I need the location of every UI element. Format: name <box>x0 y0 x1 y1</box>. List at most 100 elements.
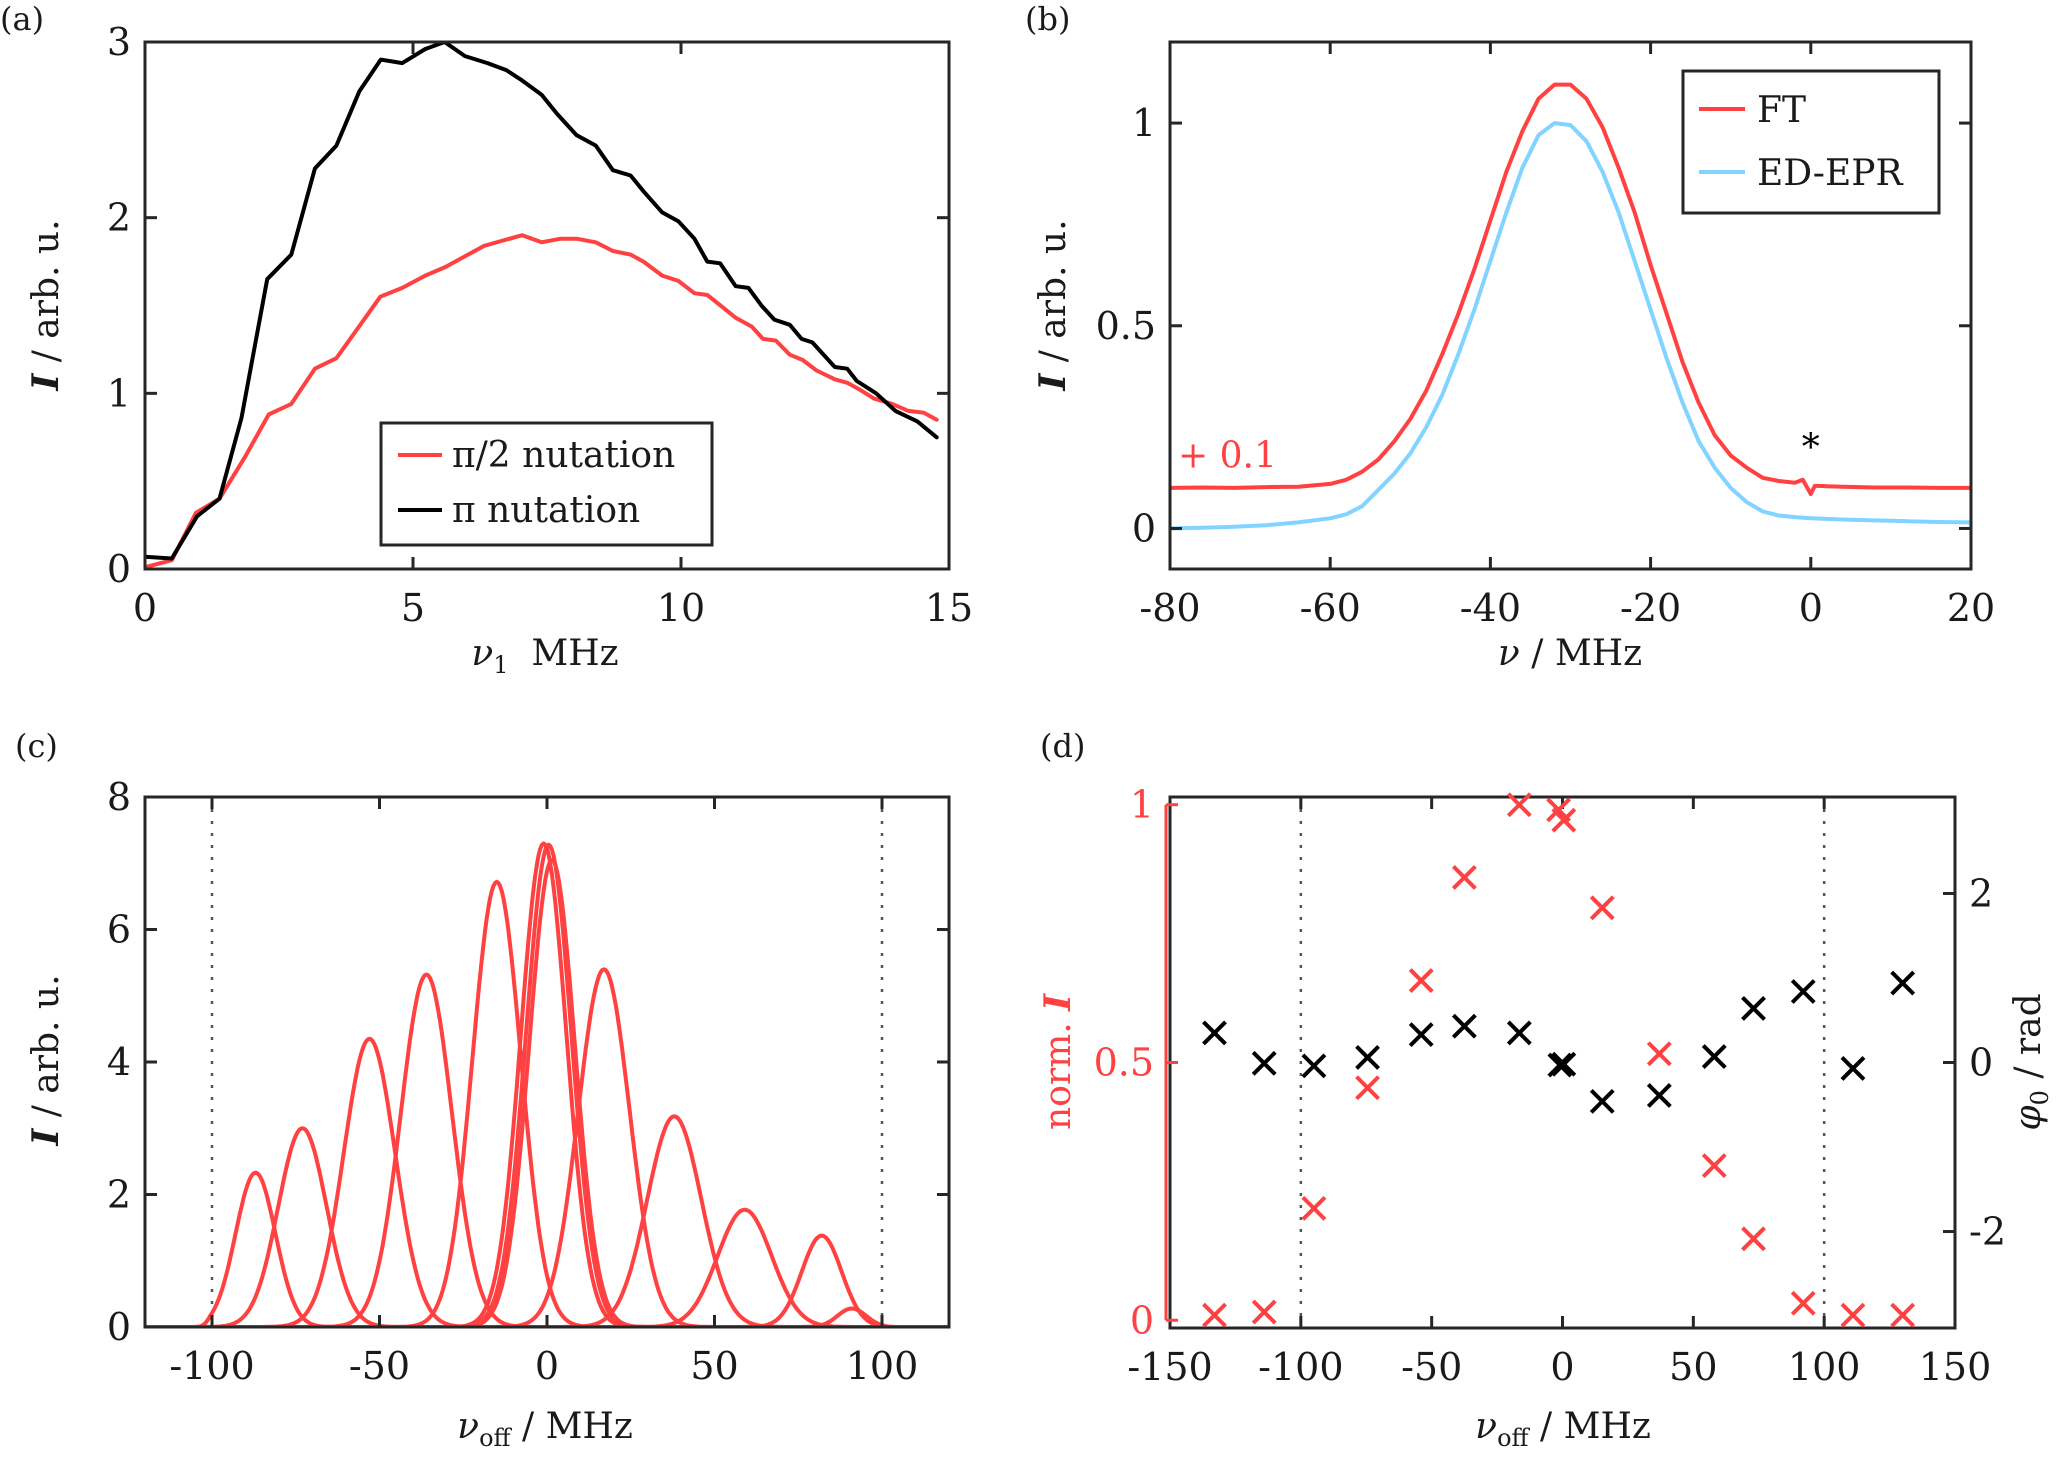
marker-stroke <box>1408 968 1434 993</box>
x-tick-label: -40 <box>1460 586 1521 630</box>
series-line-ed-epr <box>1170 121 1971 531</box>
excitation-profile-trace <box>145 857 949 1327</box>
series-line-pi2-nutation <box>145 233 939 569</box>
marker-stroke <box>1840 1056 1866 1081</box>
excitation-profile-trace <box>145 1126 949 1327</box>
x-tick-label: 100 <box>1788 1345 1861 1389</box>
phase-marker <box>1451 1013 1477 1039</box>
marker-stroke <box>1546 797 1571 823</box>
artifact-asterisk-annotation: * <box>1802 428 1820 469</box>
excitation-profile-trace <box>145 1233 949 1327</box>
phase-marker <box>1701 1044 1727 1069</box>
y-axis-label-c: I / arb. u. <box>25 974 67 1146</box>
marker-stroke <box>1202 1302 1227 1328</box>
x-tick-label: 50 <box>1669 1345 1717 1389</box>
x-axis-label-sub-a: 1 <box>493 651 508 679</box>
phase-marker <box>1589 1088 1615 1114</box>
panel-label-b: (b) <box>1025 0 1070 38</box>
x-tick-label: -50 <box>349 1344 410 1388</box>
marker-stroke <box>1701 1044 1727 1069</box>
excitation-profile-trace <box>145 1170 949 1327</box>
panel-label-d: (d) <box>1040 727 1085 765</box>
x-axis-label-d: νoff / MHz <box>1475 1406 1651 1452</box>
panel-d: (d) -150 -100 -50 0 50 100 150 0 0.5 1 -2 0 2 νoff /… <box>1037 727 2054 1452</box>
y-tick-label: 2 <box>107 1173 131 1217</box>
x-tick-label: -150 <box>1127 1345 1212 1389</box>
y-tick-label: 2 <box>107 196 131 240</box>
excitation-profile-trace <box>145 842 949 1327</box>
y-tick-label: 0 <box>107 1305 131 1349</box>
marker-stroke <box>1301 1053 1327 1079</box>
excitation-profile-trace <box>145 841 949 1327</box>
y-axis-label-unit-c: / arb. u. <box>26 974 67 1128</box>
panel-label-a: (a) <box>0 0 44 38</box>
y-axis-label-unit-b: / arb. u. <box>1033 219 1074 373</box>
marker-stroke <box>1741 1226 1766 1252</box>
y-tick-label: 1 <box>1132 101 1156 145</box>
y-tick-label: 6 <box>107 908 131 952</box>
y-axis-label-right-unit-d: / rad <box>2008 993 2049 1090</box>
phase-marker <box>1547 1052 1573 1078</box>
y-tick-label: 0 <box>1132 506 1156 550</box>
x-tick-label: 0 <box>535 1344 559 1388</box>
x-axis-label-a: ν1 MHz <box>471 633 618 679</box>
marker-stroke <box>1301 1195 1327 1221</box>
phase-marker <box>1355 1045 1380 1070</box>
marker-stroke <box>1506 1020 1532 1046</box>
excitation-profile-trace <box>145 967 949 1327</box>
y-tick-label-left: 1 <box>1130 783 1154 827</box>
x-tick-label: 15 <box>925 586 973 630</box>
legend-label-ed-epr: ED-EPR <box>1757 153 1903 194</box>
y-tick-label: 8 <box>107 775 131 819</box>
plot-area-c: -100 -50 0 50 100 0 2 4 6 8 <box>107 775 951 1388</box>
norm-intensity-marker <box>1202 1302 1227 1328</box>
x-axis-label-b: ν / MHz <box>1498 633 1642 674</box>
marker-stroke <box>1790 1290 1816 1316</box>
axes-frame <box>143 795 951 1329</box>
x-axis-label-unit-d: / MHz <box>1529 1406 1651 1447</box>
y-tick-label: 3 <box>107 20 131 64</box>
x-axis-label-var-b: ν <box>1498 633 1520 674</box>
x-tick-label: 100 <box>846 1344 919 1388</box>
y-tick-label: 0 <box>107 547 131 591</box>
y-axis-label-right-var-d: φ <box>2008 1105 2049 1131</box>
marker-stroke <box>1589 895 1615 921</box>
phase-marker <box>1646 1083 1672 1108</box>
phase-marker <box>1840 1056 1866 1081</box>
y-axis-label-a: I / arb. u. <box>25 219 67 391</box>
x-tick-label: 0 <box>133 586 157 630</box>
marker-stroke <box>1840 1302 1866 1328</box>
norm-intensity-marker <box>1741 1226 1766 1252</box>
x-tick-label: 20 <box>1947 586 1995 630</box>
x-tick-label: 10 <box>657 586 705 630</box>
legend-label-pi: π nutation <box>452 490 640 531</box>
y-axis-label-var-a: I <box>25 373 67 392</box>
panel-c: (c) -100 -50 0 50 100 0 2 4 6 8 νoff / MHz I / ar… <box>15 727 951 1452</box>
series-line-pi-nutation <box>145 42 939 561</box>
phase-marker <box>1506 1020 1532 1046</box>
legend-label-ft: FT <box>1757 90 1806 131</box>
norm-intensity-marker <box>1790 1290 1816 1316</box>
y-axis-label-right-d: φ0 / rad <box>2008 993 2054 1130</box>
legend-box-a <box>379 421 714 547</box>
axes-frame <box>143 40 951 571</box>
marker-stroke <box>1251 1299 1277 1325</box>
y-axis-label-b: I / arb. u. <box>1032 219 1074 391</box>
marker-stroke <box>1589 1088 1615 1114</box>
x-axis-label-unit-b: / MHz <box>1520 633 1642 674</box>
y-tick-label-right: 0 <box>1969 1041 1993 1085</box>
x-tick-label: 5 <box>401 586 425 630</box>
norm-intensity-marker <box>1506 792 1532 818</box>
x-axis-label-c: νoff / MHz <box>457 1406 633 1452</box>
marker-stroke <box>1701 1153 1727 1179</box>
y-axis-label-unit-a: / arb. u. <box>26 219 67 373</box>
y-tick-label: 4 <box>107 1040 131 1084</box>
marker-stroke <box>1251 1050 1277 1076</box>
x-tick-label: -50 <box>1401 1345 1462 1389</box>
y-axis-label-left-var-d: I <box>1037 993 1079 1012</box>
y-axis-label-var-b: I <box>1032 373 1074 392</box>
phase-marker <box>1202 1020 1227 1046</box>
x-tick-label: -60 <box>1300 586 1361 630</box>
